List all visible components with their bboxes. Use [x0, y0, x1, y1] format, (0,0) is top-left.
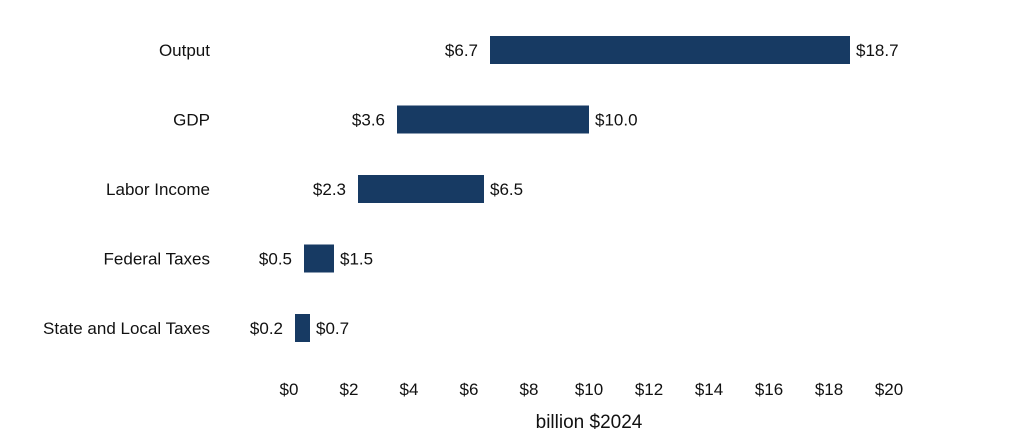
low-value-label-state-and-local-taxes: $0.2 — [250, 319, 283, 338]
category-label-output: Output — [159, 41, 210, 60]
x-tick-label: $6 — [460, 380, 479, 399]
x-tick-label: $14 — [695, 380, 723, 399]
category-labels: Output GDP Labor Income Federal Taxes State … — [43, 41, 210, 338]
bars — [295, 36, 850, 342]
low-value-label-labor-income: $2.3 — [313, 180, 346, 199]
x-tick-label: $8 — [520, 380, 539, 399]
low-value-label-output: $6.7 — [445, 41, 478, 60]
category-label-state-and-local-taxes: State and Local Taxes — [43, 319, 210, 338]
bar-output — [490, 36, 850, 64]
x-tick-label: $18 — [815, 380, 843, 399]
high-value-label-gdp: $10.0 — [595, 111, 638, 130]
bar-state-and-local-taxes — [295, 314, 310, 342]
x-tick-label: $4 — [400, 380, 419, 399]
bar-federal-taxes — [304, 244, 334, 273]
x-axis-title: billion $2024 — [536, 412, 643, 433]
high-value-label-output: $18.7 — [856, 41, 899, 60]
x-tick-label: $0 — [280, 380, 299, 399]
category-label-labor-income: Labor Income — [106, 180, 210, 199]
high-value-label-federal-taxes: $1.5 — [340, 250, 373, 269]
x-tick-label: $2 — [340, 380, 359, 399]
x-tick-label: $10 — [575, 380, 603, 399]
low-value-label-federal-taxes: $0.5 — [259, 250, 292, 269]
category-label-federal-taxes: Federal Taxes — [104, 250, 210, 269]
x-tick-label: $20 — [875, 380, 903, 399]
low-value-label-gdp: $3.6 — [352, 111, 385, 130]
high-value-label-state-and-local-taxes: $0.7 — [316, 319, 349, 338]
x-tick-label: $12 — [635, 380, 663, 399]
bar-gdp — [397, 105, 589, 134]
x-tick-label: $16 — [755, 380, 783, 399]
high-value-label-labor-income: $6.5 — [490, 180, 523, 199]
x-axis-tick-labels: $0 $2 $4 $6 $8 $10 $12 $14 $16 $18 $20 — [280, 380, 904, 399]
category-label-gdp: GDP — [173, 111, 210, 130]
bar-labor-income — [358, 175, 484, 203]
value-labels: $6.7 $18.7 $3.6 $10.0 $2.3 $6.5 $0.5 $1.5 $0.2 $0… — [250, 41, 899, 338]
